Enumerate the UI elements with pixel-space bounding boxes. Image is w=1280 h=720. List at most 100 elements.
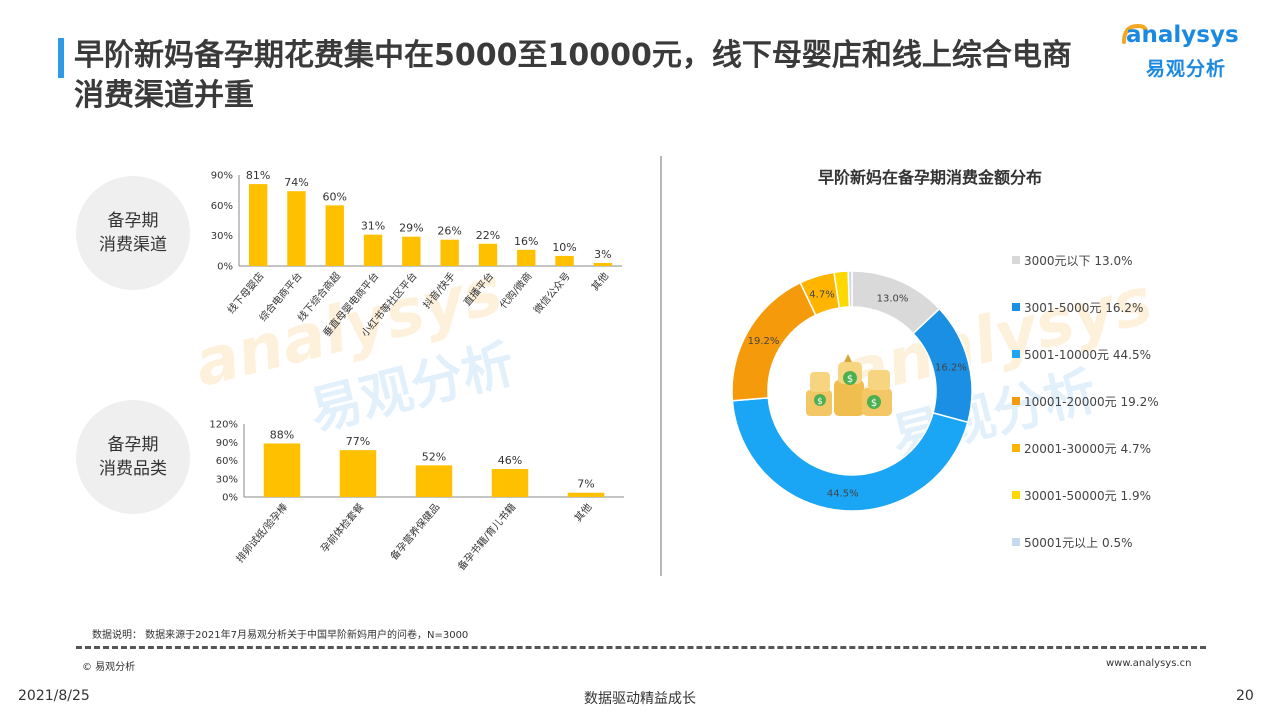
channel-bar xyxy=(402,236,421,266)
channel-bar xyxy=(363,234,383,266)
category-label-line1: 备孕期 xyxy=(107,435,159,455)
legend-swatch xyxy=(1012,491,1020,499)
category-ytick-label: 30% xyxy=(216,474,238,485)
legend-label: 30001-50000元 1.9% xyxy=(1024,488,1151,503)
channel-bar xyxy=(287,191,306,266)
donut-slice-label: 4.7% xyxy=(809,290,834,301)
channel-bar xyxy=(325,205,344,266)
channel-category-label: 其他 xyxy=(588,270,611,294)
category-category-label: 孕前体检套餐 xyxy=(318,501,367,555)
channel-ytick-label: 0% xyxy=(217,262,233,273)
channel-value-label: 81% xyxy=(246,169,270,182)
legend-item: 3000元以下 13.0% xyxy=(1012,250,1132,270)
category-section-label: 备孕期 消费品类 xyxy=(76,400,190,514)
category-value-label: 52% xyxy=(422,450,446,463)
channel-category-label: 线下母婴店 xyxy=(224,270,266,317)
legend-item: 50001元以上 0.5% xyxy=(1012,532,1132,552)
legend-swatch xyxy=(1012,444,1020,452)
website-text: www.analysys.cn xyxy=(1106,658,1192,669)
channel-value-label: 3% xyxy=(594,248,611,261)
category-ytick-label: 120% xyxy=(209,420,238,431)
category-bar xyxy=(415,465,453,497)
channel-value-label: 22% xyxy=(476,229,500,242)
channel-category-label: 抖音/快手 xyxy=(420,270,458,312)
channel-value-label: 31% xyxy=(361,220,385,233)
category-label-line2: 消费品类 xyxy=(99,459,167,479)
money-bags-icon: $ $ $ xyxy=(806,354,892,416)
channel-bar xyxy=(248,184,268,266)
copyright-text: © 易观分析 xyxy=(82,662,136,673)
category-category-label: 备孕书籍/育儿书籍 xyxy=(455,501,519,573)
legend-label: 10001-20000元 19.2% xyxy=(1024,394,1159,409)
channel-value-label: 10% xyxy=(552,241,576,254)
channel-category-label: 代购/微商 xyxy=(497,270,535,312)
legend-swatch xyxy=(1012,538,1020,546)
legend-label: 50001元以上 0.5% xyxy=(1024,535,1133,550)
logo-text-cn: 易观分析 xyxy=(1146,58,1227,80)
logo-text-en: analysys xyxy=(1126,22,1239,48)
legend-item: 30001-50000元 1.9% xyxy=(1012,485,1151,505)
channel-value-label: 29% xyxy=(399,222,423,235)
legend-item: 5001-10000元 44.5% xyxy=(1012,344,1151,364)
svg-text:$: $ xyxy=(871,398,877,409)
donut-slice xyxy=(731,397,969,512)
footer-date: 2021/8/25 xyxy=(18,688,90,704)
channel-ytick-label: 90% xyxy=(211,171,233,182)
title-accent-bar xyxy=(58,38,64,78)
category-category-label: 排卵试纸/验孕棒 xyxy=(233,501,290,566)
donut-chart-title: 早阶新妈在备孕期消费金额分布 xyxy=(817,168,1042,187)
page-title: 早阶新妈备孕期花费集中在5000至10000元，线下母婴店和线上综合电商消费渠道… xyxy=(74,38,1072,113)
channel-value-label: 60% xyxy=(323,190,347,203)
channel-category-label: 直播平台 xyxy=(461,270,497,309)
legend-label: 20001-30000元 4.7% xyxy=(1024,441,1151,456)
legend-item: 10001-20000元 19.2% xyxy=(1012,391,1159,411)
channel-bar xyxy=(478,243,498,266)
data-note: 数据说明： 数据来源于2021年7月易观分析关于中国早阶新妈用户的问卷，N=30… xyxy=(92,630,469,641)
channel-value-label: 74% xyxy=(284,176,308,189)
category-value-label: 88% xyxy=(270,428,294,441)
channel-label-line1: 备孕期 xyxy=(107,211,159,231)
category-ytick-label: 60% xyxy=(216,456,238,467)
category-category-label: 备孕营养保健品 xyxy=(387,501,442,563)
legend-swatch xyxy=(1012,303,1020,311)
section-divider xyxy=(660,156,662,576)
category-bar xyxy=(567,492,605,497)
donut-slice-label: 19.2% xyxy=(748,336,780,347)
category-bar xyxy=(491,469,529,497)
logo-swoosh-icon xyxy=(1122,23,1148,44)
legend-item: 20001-30000元 4.7% xyxy=(1012,438,1151,458)
category-bar xyxy=(339,450,377,497)
category-ytick-label: 90% xyxy=(216,438,238,449)
channel-bar xyxy=(517,249,536,266)
donut-slice-label: 44.5% xyxy=(827,489,859,500)
legend-swatch xyxy=(1012,350,1020,358)
channel-ytick-label: 30% xyxy=(211,231,233,242)
category-bar xyxy=(263,443,301,497)
page-number: 20 xyxy=(1236,688,1254,704)
footer-slogan: 数据驱动精益成长 xyxy=(584,691,696,707)
channel-value-label: 26% xyxy=(437,225,461,238)
channel-bar xyxy=(440,239,459,266)
legend-swatch xyxy=(1012,397,1020,405)
analysys-logo: analysys 易观分析 xyxy=(1120,18,1250,84)
channel-value-label: 16% xyxy=(514,235,538,248)
legend-label: 3001-5000元 16.2% xyxy=(1024,300,1144,315)
category-value-label: 46% xyxy=(498,454,522,467)
channel-ytick-label: 60% xyxy=(211,201,233,212)
channel-label-line2: 消费渠道 xyxy=(99,235,167,255)
channel-bar xyxy=(593,262,613,266)
category-ytick-label: 0% xyxy=(222,493,238,504)
legend-item: 3001-5000元 16.2% xyxy=(1012,297,1143,317)
legend-label: 5001-10000元 44.5% xyxy=(1024,347,1151,362)
svg-text:$: $ xyxy=(847,374,853,385)
category-value-label: 7% xyxy=(577,478,594,491)
channel-section-label: 备孕期 消费渠道 xyxy=(76,176,190,290)
legend-swatch xyxy=(1012,256,1020,264)
donut-slice-label: 13.0% xyxy=(877,293,909,304)
channel-category-label: 微信公众号 xyxy=(531,270,573,317)
category-value-label: 77% xyxy=(346,435,370,448)
legend-label: 3000元以下 13.0% xyxy=(1024,253,1133,268)
channel-bar xyxy=(555,255,574,266)
svg-text:$: $ xyxy=(817,397,823,407)
